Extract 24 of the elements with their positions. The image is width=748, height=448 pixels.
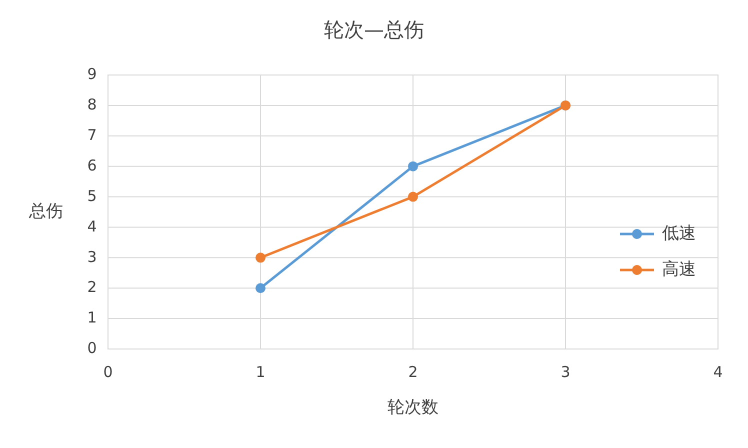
y-tick-label: 3 bbox=[87, 248, 97, 266]
x-axis-title: 轮次数 bbox=[388, 398, 438, 418]
point bbox=[408, 192, 418, 202]
x-tick-label: 3 bbox=[560, 363, 570, 382]
y-tick-label: 2 bbox=[87, 278, 97, 296]
y-tick-label: 7 bbox=[87, 126, 97, 144]
y-tick-label: 9 bbox=[87, 65, 97, 84]
x-tick-label: 4 bbox=[713, 363, 723, 382]
y-tick-label: 1 bbox=[87, 308, 97, 327]
y-tick-label: 6 bbox=[87, 156, 97, 174]
point bbox=[256, 252, 266, 263]
chart-title: 轮次—总伤 bbox=[324, 17, 424, 42]
y-tick-label: 4 bbox=[87, 217, 97, 236]
x-tick-label: 0 bbox=[103, 363, 113, 382]
x-tick-label: 2 bbox=[408, 363, 418, 382]
point bbox=[408, 161, 418, 172]
point bbox=[256, 283, 266, 294]
y-tick-label: 5 bbox=[87, 186, 97, 205]
y-axis-title: 总伤 bbox=[28, 202, 63, 222]
y-tick-label: 0 bbox=[87, 339, 97, 358]
x-tick-label: 1 bbox=[256, 363, 266, 382]
legend-label: 高速 bbox=[662, 260, 696, 280]
y-tick-label: 8 bbox=[87, 96, 97, 114]
legend-label: 低速 bbox=[662, 224, 696, 244]
